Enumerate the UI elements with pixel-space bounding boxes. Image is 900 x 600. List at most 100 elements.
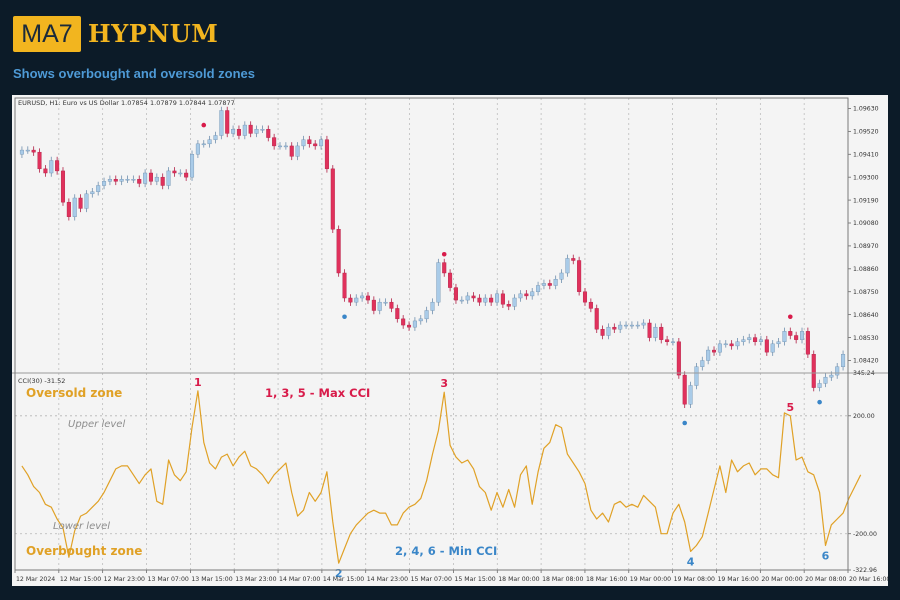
candle-body (236, 129, 241, 136)
price-y-tick-label: 1.08420 (853, 358, 879, 365)
cci-layer: 1 2 3 4 5 6 (15, 376, 862, 580)
x-tick-label: 15 Mar 07:00 (411, 576, 452, 583)
candle-body (160, 176, 165, 186)
candle-body (360, 295, 365, 299)
candle-body (377, 301, 382, 311)
plot-frame (14, 97, 849, 571)
x-tick-label: 12 Mar 23:00 (104, 576, 145, 583)
candle-body (453, 287, 458, 301)
candle-body (119, 179, 124, 182)
oversold-zone-label: Oversold zone (26, 386, 122, 400)
candle-body (553, 279, 558, 286)
candle-body (524, 293, 529, 297)
candle-body (154, 176, 159, 182)
candle-body (459, 299, 464, 302)
min-cci-note: 2, 4, 6 - Min CCI (395, 544, 497, 558)
candle-body (717, 343, 722, 353)
price-y-tick-label: 1.09410 (853, 151, 879, 158)
candle-body (641, 322, 646, 326)
candle-body (536, 285, 541, 292)
candle-body (225, 110, 230, 134)
candle-body (659, 326, 664, 340)
candle-body (776, 341, 781, 345)
candle-body (841, 354, 846, 367)
candle-body (266, 129, 271, 138)
candle-body (190, 154, 195, 178)
candle-body (336, 229, 341, 274)
candle-body (143, 172, 148, 184)
price-y-tick-label: 1.09630 (853, 106, 879, 113)
candle-body (682, 374, 687, 405)
candle-body (465, 295, 470, 301)
candle-body (770, 343, 775, 353)
candle-body (764, 339, 769, 353)
candle-body (407, 324, 412, 328)
candle-body (55, 160, 60, 172)
candle-body (201, 143, 206, 146)
signal-dot-top (201, 122, 207, 128)
cci-y-tick-label: -322.96 (853, 567, 877, 574)
candle-body (430, 301, 435, 311)
candle-body (219, 110, 224, 136)
candle-body (788, 331, 793, 336)
candle-body (436, 262, 441, 303)
candle-body (354, 297, 359, 303)
candle-body (401, 318, 406, 326)
candle-body (811, 354, 816, 388)
price-chart-title: EURUSD, H1: Euro vs US Dollar 1.07854 1.… (18, 99, 235, 107)
candle-body (571, 258, 576, 261)
signal-dot-bottom (817, 399, 822, 405)
candle-body (37, 151, 42, 170)
candle-body (43, 168, 48, 174)
upper-level-label: Upper level (68, 419, 125, 430)
candle-body (618, 324, 623, 330)
candle-body (565, 258, 570, 274)
candle-body (96, 185, 101, 192)
cci-y-tick-label: -200.00 (853, 531, 877, 538)
candle-body (612, 326, 617, 330)
candle-body (688, 385, 693, 405)
overbought-zone-label: Overbought zone (26, 544, 142, 558)
candle-body (518, 293, 523, 299)
candle-body (25, 149, 30, 152)
price-y-tick-label: 1.09080 (853, 220, 879, 227)
candle-body (248, 124, 253, 134)
candle-body (489, 297, 494, 303)
chart-area: 1 2 3 4 5 6 12 Mar 2024 12 Mar 15:00 12 Mar 23:… (12, 95, 888, 586)
candle-body (166, 170, 171, 186)
candle-body (712, 349, 717, 353)
candle-body (289, 145, 294, 157)
candle-body (817, 383, 822, 388)
candle-body (213, 135, 218, 140)
candle-body (559, 272, 564, 280)
cci-indicator-title: CCI(30) -31.52 (18, 377, 65, 385)
x-tick-label: 12 Mar 15:00 (60, 576, 101, 583)
candle-body (547, 283, 552, 286)
candle-body (506, 304, 511, 307)
x-tick-label: 20 Mar 08:00 (805, 576, 846, 583)
page-subtitle: Shows overbought and oversold zones (13, 66, 255, 81)
candles-layer (19, 106, 846, 408)
candle-body (670, 341, 675, 343)
candle-body (753, 337, 758, 342)
candle-body (113, 179, 118, 182)
candle-body (66, 201, 71, 217)
x-tick-label: 12 Mar 2024 (16, 576, 55, 583)
x-tick-label: 15 Mar 15:00 (454, 576, 495, 583)
x-tick-label: 18 Mar 08:00 (542, 576, 583, 583)
price-y-tick-label: 1.08530 (853, 335, 879, 342)
candle-body (131, 179, 136, 181)
lower-level-label: Lower level (53, 521, 110, 532)
cci-marker-label: 6 (822, 550, 830, 563)
max-cci-note: 1, 3, 5 - Max CCI (265, 386, 370, 400)
candle-body (624, 324, 629, 327)
candle-body (541, 283, 546, 286)
candle-body (207, 139, 212, 145)
candle-body (706, 349, 711, 361)
candle-body (148, 172, 153, 182)
candle-body (365, 295, 371, 301)
candle-body (272, 137, 277, 147)
candle-body (805, 331, 810, 355)
candle-body (195, 143, 200, 155)
price-y-tick-label: 1.09520 (853, 129, 879, 136)
